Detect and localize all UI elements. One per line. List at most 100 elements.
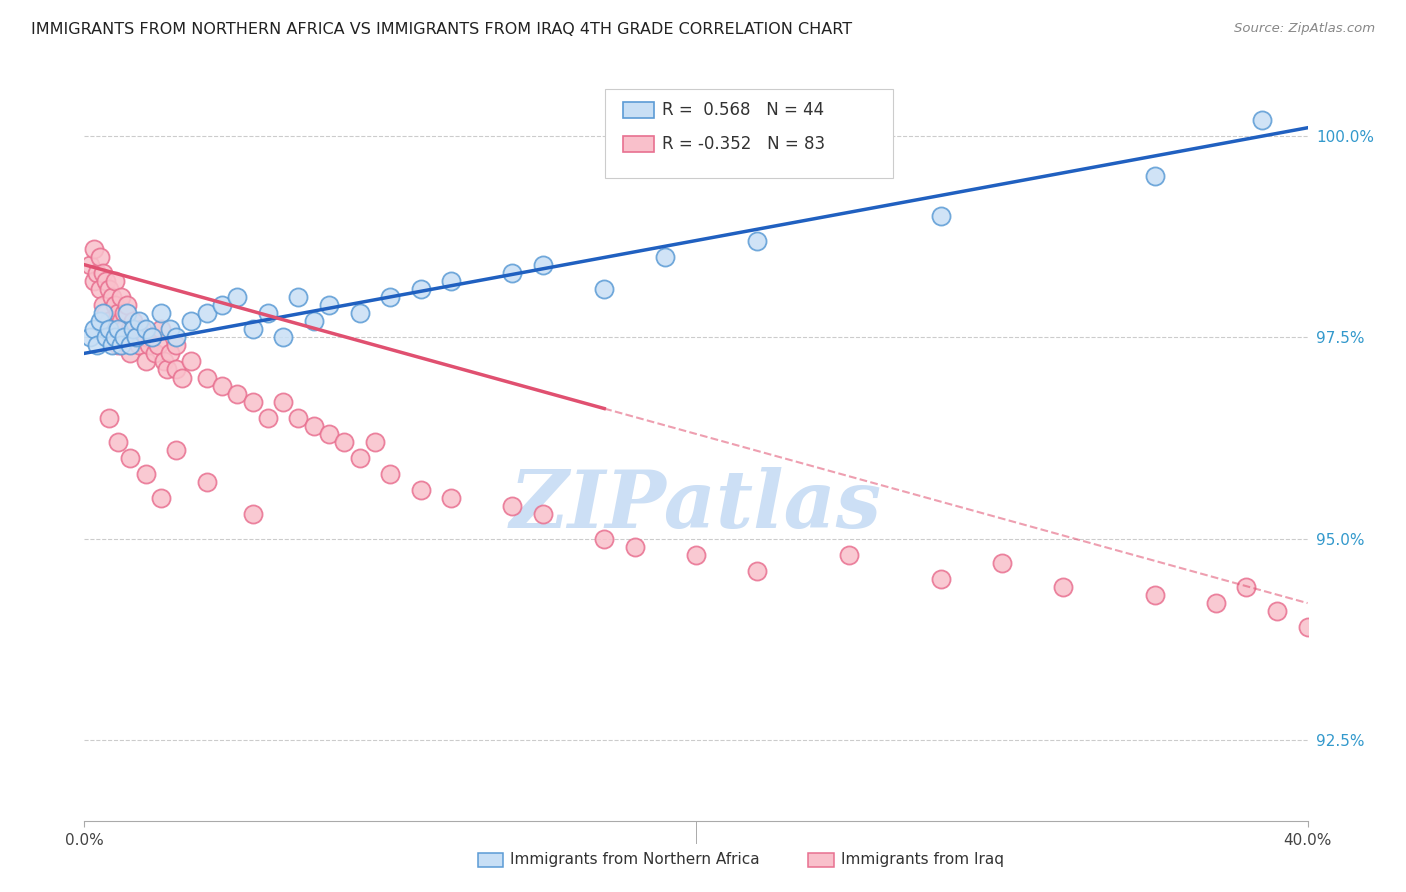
Point: [97, 322, 120, 336]
Point: [110, 314, 132, 328]
Point: [271, 330, 294, 344]
Point: [747, 234, 769, 248]
Point: [165, 443, 187, 458]
Point: [380, 290, 402, 304]
Point: [104, 274, 127, 288]
Point: [110, 338, 132, 352]
Point: [141, 330, 163, 344]
Point: [159, 322, 181, 336]
Point: [112, 330, 135, 344]
Point: [89, 314, 111, 328]
Point: [120, 346, 142, 360]
Text: Source: ZipAtlas.com: Source: ZipAtlas.com: [1234, 22, 1375, 36]
Point: [180, 314, 202, 328]
Text: Immigrants from Northern Africa: Immigrants from Northern Africa: [510, 853, 761, 867]
Point: [195, 306, 218, 320]
Point: [287, 290, 309, 304]
Point: [141, 330, 163, 344]
Text: IMMIGRANTS FROM NORTHERN AFRICA VS IMMIGRANTS FROM IRAQ 4TH GRADE CORRELATION CH: IMMIGRANTS FROM NORTHERN AFRICA VS IMMIG…: [31, 22, 852, 37]
Point: [86, 266, 108, 280]
Point: [624, 540, 647, 554]
Point: [91, 306, 114, 320]
Text: R = -0.352   N = 83: R = -0.352 N = 83: [662, 135, 825, 153]
Point: [135, 467, 157, 482]
Point: [125, 330, 148, 344]
Point: [149, 306, 172, 320]
Point: [409, 483, 432, 498]
Text: Immigrants from Iraq: Immigrants from Iraq: [841, 853, 1004, 867]
Point: [135, 322, 157, 336]
Point: [97, 314, 120, 328]
Point: [1265, 604, 1288, 618]
Point: [115, 330, 138, 344]
Point: [747, 564, 769, 578]
Point: [107, 306, 129, 320]
Point: [172, 370, 194, 384]
Point: [89, 282, 111, 296]
Point: [104, 298, 127, 312]
Point: [242, 322, 264, 336]
Point: [1296, 620, 1319, 634]
Point: [440, 274, 463, 288]
Point: [654, 250, 676, 264]
Point: [318, 426, 340, 441]
Point: [128, 314, 150, 328]
Point: [135, 330, 157, 344]
Point: [86, 338, 108, 352]
Point: [83, 274, 105, 288]
Point: [91, 298, 114, 312]
Point: [440, 491, 463, 506]
Text: R =  0.568   N = 44: R = 0.568 N = 44: [662, 101, 824, 119]
Point: [1250, 112, 1272, 127]
Point: [120, 322, 142, 336]
Point: [91, 266, 114, 280]
Point: [83, 242, 105, 256]
Point: [122, 314, 145, 328]
Point: [94, 274, 117, 288]
Point: [110, 290, 132, 304]
Point: [991, 556, 1014, 570]
Point: [79, 258, 101, 272]
Point: [104, 330, 127, 344]
Point: [349, 306, 371, 320]
Point: [271, 394, 294, 409]
Point: [1143, 169, 1166, 183]
Point: [153, 354, 176, 368]
Point: [115, 306, 138, 320]
Point: [349, 451, 371, 466]
Point: [101, 338, 124, 352]
Point: [685, 548, 707, 562]
Point: [149, 322, 172, 336]
Point: [165, 338, 187, 352]
Point: [180, 354, 202, 368]
Point: [131, 322, 153, 336]
Point: [138, 338, 160, 352]
Point: [97, 282, 120, 296]
Point: [838, 548, 860, 562]
Point: [112, 306, 135, 320]
Point: [1236, 580, 1258, 594]
Point: [226, 290, 249, 304]
Point: [409, 282, 432, 296]
Point: [333, 434, 356, 449]
Point: [380, 467, 402, 482]
Point: [502, 500, 524, 514]
Point: [101, 290, 124, 304]
Point: [79, 330, 101, 344]
Point: [94, 306, 117, 320]
Point: [125, 330, 148, 344]
Point: [146, 338, 169, 352]
Point: [211, 298, 233, 312]
Text: ZIPatlas: ZIPatlas: [510, 467, 882, 545]
Point: [107, 434, 129, 449]
Point: [107, 322, 129, 336]
Point: [318, 298, 340, 312]
Point: [929, 210, 952, 224]
Point: [135, 354, 157, 368]
Point: [302, 314, 325, 328]
Point: [257, 306, 280, 320]
Point: [156, 362, 179, 376]
Point: [165, 330, 187, 344]
Point: [149, 491, 172, 506]
Point: [593, 282, 616, 296]
